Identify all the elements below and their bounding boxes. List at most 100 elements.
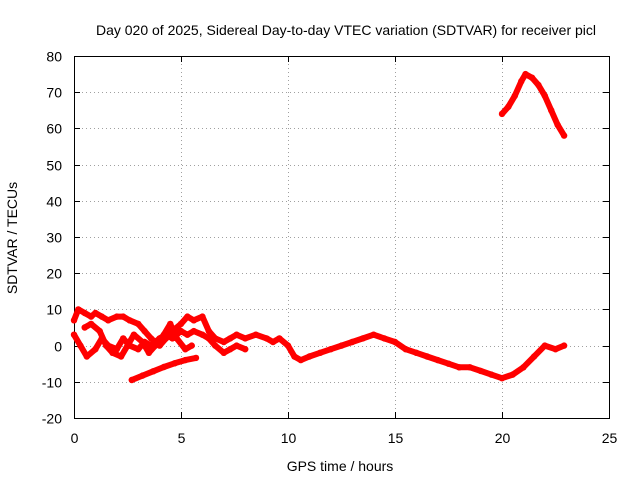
data-point — [145, 349, 153, 356]
x-tick-label: 5 — [178, 430, 186, 446]
data-point — [560, 132, 568, 139]
data-point — [488, 371, 495, 378]
data-point — [152, 342, 159, 349]
data-point — [135, 320, 142, 328]
data-point — [220, 338, 227, 346]
data-point — [98, 313, 106, 320]
data-point — [167, 320, 174, 328]
data-point — [466, 364, 474, 371]
data-point — [445, 360, 452, 367]
data-point — [117, 353, 125, 360]
data-point — [520, 364, 527, 371]
y-tick-label: -20 — [42, 411, 62, 427]
data-point — [126, 317, 133, 324]
data-point — [402, 346, 409, 353]
data-point — [252, 331, 260, 338]
data-point — [530, 353, 538, 360]
data-point — [135, 346, 142, 353]
data-point — [75, 306, 82, 313]
data-point — [128, 376, 135, 384]
x-tick-label: 10 — [281, 430, 297, 446]
data-point — [297, 356, 304, 364]
data-point — [124, 342, 131, 349]
x-tick-labels: 0 5 10 15 20 25 — [71, 430, 618, 446]
data-point — [139, 338, 146, 346]
y-tick-label: 40 — [46, 194, 62, 210]
data-point — [509, 371, 516, 378]
data-point — [227, 335, 234, 342]
data-point — [263, 335, 270, 342]
data-point — [391, 338, 399, 346]
data-point — [92, 309, 99, 317]
data-point — [381, 335, 388, 342]
data-point — [338, 342, 345, 349]
data-point — [147, 335, 155, 342]
data-point — [269, 338, 277, 346]
data-point — [139, 372, 146, 379]
data-point — [190, 317, 197, 324]
y-tick-label: 70 — [46, 85, 62, 101]
data-point — [160, 363, 168, 371]
data-point — [113, 313, 121, 320]
data-point — [177, 327, 185, 335]
data-point — [87, 313, 95, 320]
data-point — [359, 335, 367, 342]
y-tick-label: 0 — [54, 339, 62, 355]
data-point — [522, 70, 529, 78]
data-point — [370, 331, 377, 338]
data-point — [177, 320, 185, 328]
data-point — [434, 356, 441, 364]
data-point — [316, 349, 324, 356]
data-point — [227, 346, 234, 353]
data-point — [498, 110, 506, 118]
data-point — [102, 342, 110, 349]
data-point — [349, 338, 356, 346]
data-point — [92, 346, 99, 353]
data-point — [70, 317, 78, 324]
y-tick-label: 30 — [46, 230, 62, 246]
data-point — [554, 121, 561, 128]
data-point — [188, 342, 195, 349]
data-point — [233, 342, 240, 349]
data-point — [96, 327, 103, 335]
data-point — [109, 349, 116, 356]
data-point — [190, 327, 197, 335]
data-point — [205, 335, 212, 342]
y-tick-labels: -20 -10 0 10 20 30 40 50 60 70 80 — [42, 49, 62, 427]
y-tick-label: -10 — [42, 375, 62, 391]
data-point — [518, 78, 525, 85]
data-point — [306, 353, 313, 360]
data-point — [120, 313, 127, 320]
series-line-satellite-tracks-A — [71, 306, 568, 382]
data-point — [182, 356, 189, 364]
data-point — [552, 346, 559, 353]
data-point — [160, 331, 168, 338]
chart-title: Day 020 of 2025, Sidereal Day-to-day VTE… — [96, 22, 596, 38]
data-point — [212, 342, 219, 349]
y-tick-label: 10 — [46, 302, 62, 318]
data-point — [150, 368, 157, 375]
data-point — [199, 331, 206, 338]
data-point — [535, 81, 542, 89]
data-point — [182, 346, 189, 353]
data-point — [477, 367, 484, 375]
x-tick-label: 25 — [602, 430, 618, 446]
series-line-satellite-tracks-C — [81, 320, 195, 360]
data-point — [276, 335, 283, 342]
data-point — [87, 320, 95, 328]
data-point — [548, 107, 555, 114]
data-point — [173, 335, 180, 342]
axis-ticks — [74, 56, 610, 419]
data-point — [184, 331, 191, 338]
data-point — [413, 349, 420, 356]
data-point — [528, 74, 536, 81]
data-point — [242, 335, 249, 342]
data-point — [192, 354, 200, 362]
data-point — [81, 309, 88, 317]
data-point — [220, 349, 227, 356]
data-point — [141, 327, 148, 335]
y-tick-label: 50 — [46, 158, 62, 174]
y-tick-label: 20 — [46, 266, 62, 282]
data-point — [184, 313, 191, 320]
